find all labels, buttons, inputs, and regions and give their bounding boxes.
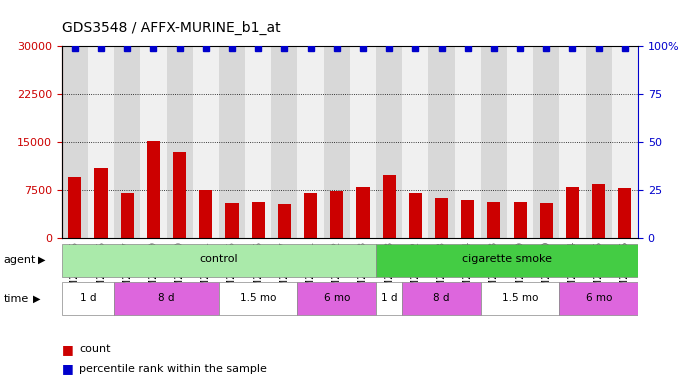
Bar: [219, 282, 298, 315]
Text: GDS3548 / AFFX-MURINE_b1_at: GDS3548 / AFFX-MURINE_b1_at: [62, 20, 281, 35]
Bar: [586, 46, 612, 238]
Bar: [69, 177, 82, 238]
Text: ■: ■: [62, 343, 73, 356]
Text: 1 d: 1 d: [381, 293, 397, 303]
Bar: [402, 46, 429, 238]
Bar: [114, 46, 141, 238]
Bar: [219, 46, 245, 238]
Bar: [298, 46, 324, 238]
Bar: [330, 191, 343, 238]
Bar: [95, 168, 108, 238]
Bar: [540, 203, 553, 238]
Bar: [409, 193, 422, 238]
Bar: [278, 204, 291, 238]
Bar: [62, 46, 88, 238]
Bar: [304, 193, 317, 238]
Bar: [376, 244, 638, 276]
Text: percentile rank within the sample: percentile rank within the sample: [79, 364, 267, 374]
Text: 8 d: 8 d: [434, 293, 450, 303]
Bar: [271, 46, 298, 238]
Bar: [429, 46, 455, 238]
Bar: [141, 46, 167, 238]
Bar: [481, 46, 507, 238]
Bar: [376, 282, 402, 315]
Bar: [566, 187, 579, 238]
Text: time: time: [3, 293, 29, 304]
Text: ▶: ▶: [33, 293, 40, 304]
Text: ▶: ▶: [38, 255, 45, 265]
Bar: [592, 184, 605, 238]
Bar: [298, 282, 376, 315]
Bar: [559, 282, 638, 315]
Bar: [461, 200, 474, 238]
Text: 8 d: 8 d: [158, 293, 175, 303]
Text: 6 mo: 6 mo: [586, 293, 612, 303]
Bar: [507, 46, 533, 238]
Text: agent: agent: [3, 255, 36, 265]
Bar: [612, 46, 638, 238]
Bar: [62, 282, 114, 315]
Bar: [533, 46, 559, 238]
Bar: [226, 203, 239, 238]
Text: control: control: [200, 255, 238, 265]
Text: count: count: [79, 344, 110, 354]
Bar: [514, 202, 527, 238]
Bar: [376, 46, 402, 238]
Bar: [559, 46, 586, 238]
Bar: [62, 244, 376, 276]
Text: 1.5 mo: 1.5 mo: [502, 293, 539, 303]
Text: 6 mo: 6 mo: [324, 293, 350, 303]
Bar: [435, 199, 448, 238]
Bar: [455, 46, 481, 238]
Bar: [167, 46, 193, 238]
Bar: [121, 193, 134, 238]
Bar: [402, 282, 481, 315]
Bar: [245, 46, 271, 238]
Text: ■: ■: [62, 362, 73, 375]
Bar: [88, 46, 114, 238]
Bar: [173, 152, 186, 238]
Bar: [199, 190, 213, 238]
Text: 1.5 mo: 1.5 mo: [240, 293, 276, 303]
Text: cigarette smoke: cigarette smoke: [462, 255, 552, 265]
Bar: [324, 46, 350, 238]
Bar: [357, 187, 370, 238]
Bar: [193, 46, 219, 238]
Bar: [487, 202, 501, 238]
Bar: [383, 175, 396, 238]
Bar: [481, 282, 559, 315]
Text: 1 d: 1 d: [80, 293, 96, 303]
Bar: [618, 188, 631, 238]
Bar: [350, 46, 376, 238]
Bar: [147, 141, 160, 238]
Bar: [252, 202, 265, 238]
Bar: [114, 282, 219, 315]
